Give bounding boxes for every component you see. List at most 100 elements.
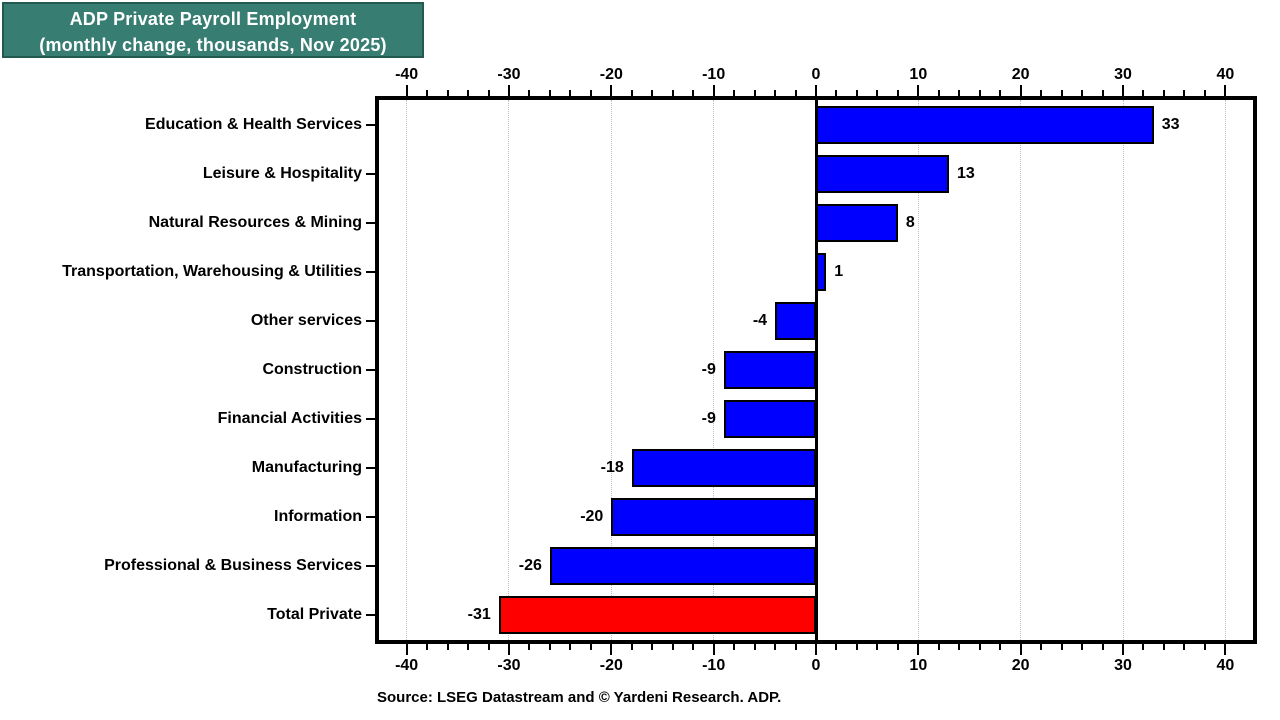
x-axis-label-top: -20 bbox=[599, 66, 623, 83]
x-axis-tick-bottom bbox=[1101, 644, 1104, 650]
x-axis-tick-top bbox=[467, 90, 470, 96]
x-axis-tick-top bbox=[753, 90, 756, 96]
x-axis-tick-bottom bbox=[774, 644, 777, 650]
x-axis-label-bottom: -40 bbox=[395, 657, 419, 674]
x-axis-tick-top bbox=[978, 90, 981, 96]
x-axis-tick-bottom bbox=[405, 644, 408, 655]
category-tick bbox=[366, 369, 375, 371]
gridline bbox=[713, 100, 715, 640]
x-axis-tick-top bbox=[712, 85, 715, 96]
x-axis-tick-bottom bbox=[978, 644, 981, 650]
x-axis-tick-bottom bbox=[835, 644, 838, 650]
x-axis-tick-bottom bbox=[610, 644, 613, 655]
x-axis-tick-bottom bbox=[753, 644, 756, 650]
x-axis-tick-top bbox=[630, 90, 633, 96]
x-axis-tick-top bbox=[917, 85, 920, 96]
x-axis-tick-bottom bbox=[589, 644, 592, 650]
source-note: Source: LSEG Datastream and © Yardeni Re… bbox=[377, 689, 782, 706]
bar bbox=[816, 252, 827, 291]
x-axis-tick-bottom bbox=[815, 644, 817, 655]
bar bbox=[816, 203, 898, 242]
bar bbox=[631, 449, 816, 488]
x-axis-tick-bottom bbox=[1142, 644, 1145, 650]
x-axis-tick-bottom bbox=[896, 644, 899, 650]
category-tick bbox=[366, 221, 375, 224]
gridline bbox=[1224, 100, 1226, 640]
category-label: Manufacturing bbox=[251, 459, 362, 477]
chart-title-line2: (monthly change, thousands, Nov 2025) bbox=[39, 35, 387, 55]
x-axis-tick-bottom bbox=[651, 644, 654, 650]
x-axis-tick-top bbox=[1162, 90, 1165, 96]
x-axis-tick-top bbox=[692, 90, 695, 96]
bar-value-label: 13 bbox=[957, 164, 975, 182]
x-axis-tick-bottom bbox=[467, 644, 470, 650]
bar bbox=[611, 498, 816, 537]
x-axis-tick-top bbox=[569, 90, 572, 96]
category-tick bbox=[366, 123, 375, 126]
bar-value-label: -18 bbox=[600, 459, 624, 477]
chart-title-box: ADP Private Payroll Employment (monthly … bbox=[2, 2, 424, 58]
x-axis-tick-top bbox=[958, 90, 961, 96]
x-axis-tick-top bbox=[446, 90, 449, 96]
bar bbox=[723, 351, 816, 389]
bar bbox=[816, 154, 950, 193]
x-axis-tick-bottom bbox=[917, 644, 920, 655]
x-axis-tick-top bbox=[896, 90, 899, 96]
x-axis-tick-top bbox=[1040, 90, 1043, 96]
bar bbox=[549, 547, 816, 586]
category-label: Transportation, Warehousing & Utilities bbox=[62, 262, 362, 280]
x-axis-tick-bottom bbox=[733, 644, 736, 650]
x-axis-tick-bottom bbox=[1183, 644, 1186, 650]
plot-border bbox=[375, 96, 1257, 644]
gridline bbox=[406, 100, 408, 640]
x-axis-tick-top bbox=[876, 90, 879, 96]
bar bbox=[498, 596, 816, 635]
category-label: Construction bbox=[262, 361, 362, 378]
x-axis-label-top: -40 bbox=[395, 66, 419, 83]
x-axis-tick-bottom bbox=[876, 644, 879, 650]
x-axis-tick-top bbox=[835, 90, 838, 96]
category-tick bbox=[366, 270, 375, 273]
x-axis-tick-bottom bbox=[507, 644, 510, 655]
x-axis-tick-top bbox=[1122, 85, 1125, 96]
x-axis-tick-bottom bbox=[1060, 644, 1063, 650]
x-axis-tick-bottom bbox=[794, 644, 797, 650]
x-axis-tick-bottom bbox=[855, 644, 858, 650]
x-axis-tick-bottom bbox=[446, 644, 449, 650]
gridline bbox=[508, 100, 510, 640]
x-axis-label-bottom: -20 bbox=[599, 657, 623, 674]
category-label: Information bbox=[274, 508, 362, 526]
category-label: Natural Resources & Mining bbox=[148, 213, 362, 231]
x-axis-tick-top bbox=[671, 90, 674, 96]
x-axis-tick-bottom bbox=[569, 644, 572, 650]
x-axis-label-bottom: 40 bbox=[1216, 657, 1235, 674]
category-label: Professional & Business Services bbox=[104, 557, 362, 575]
x-axis-tick-bottom bbox=[1040, 644, 1043, 650]
bar bbox=[816, 105, 1154, 144]
gridline bbox=[917, 100, 919, 640]
bar-value-label: -4 bbox=[752, 311, 768, 329]
x-axis-tick-bottom bbox=[937, 644, 940, 650]
gridline bbox=[1020, 100, 1022, 640]
x-axis-tick-top bbox=[1019, 85, 1022, 96]
bar bbox=[775, 301, 816, 340]
x-axis-tick-top bbox=[548, 90, 551, 96]
x-axis-tick-top bbox=[589, 90, 592, 96]
x-axis-tick-bottom bbox=[548, 644, 551, 650]
bar-value-label: -26 bbox=[518, 557, 542, 575]
x-axis-tick-top bbox=[1060, 90, 1063, 96]
category-tick bbox=[366, 614, 375, 617]
x-axis-tick-bottom bbox=[1122, 644, 1125, 655]
x-axis-tick-top bbox=[1224, 85, 1227, 96]
category-tick bbox=[366, 516, 375, 519]
category-label: Total Private bbox=[267, 606, 362, 624]
category-tick bbox=[366, 467, 375, 470]
x-axis-label-top: -10 bbox=[702, 66, 726, 83]
bar-value-label: 8 bbox=[905, 213, 915, 231]
x-axis-tick-top bbox=[651, 90, 654, 96]
x-axis-tick-bottom bbox=[671, 644, 674, 650]
x-axis-tick-top bbox=[1142, 90, 1145, 96]
x-axis-label-bottom: 10 bbox=[909, 657, 928, 674]
x-axis-tick-top bbox=[999, 90, 1002, 96]
category-label: Other services bbox=[250, 311, 362, 329]
